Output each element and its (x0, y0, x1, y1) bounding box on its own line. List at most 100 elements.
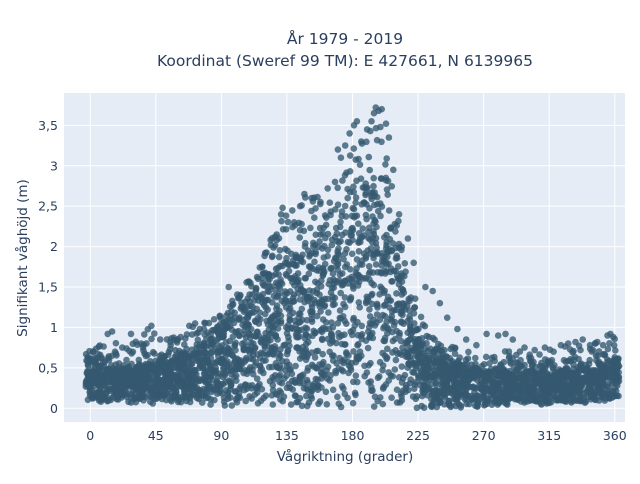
data-point (550, 348, 557, 356)
data-point (559, 395, 566, 403)
data-point (580, 378, 588, 385)
data-point (313, 364, 321, 372)
data-point (536, 362, 544, 370)
data-point (288, 250, 295, 258)
chart-title-line-2: Koordinat (Sweref 99 TM): E 427661, N 61… (157, 52, 533, 70)
data-point (384, 330, 391, 337)
data-point (296, 234, 304, 241)
data-point (380, 302, 388, 310)
y-tick-label: 0 (50, 401, 58, 416)
data-point (154, 371, 161, 379)
data-point (229, 301, 236, 309)
data-point (420, 404, 428, 412)
data-point (252, 287, 259, 295)
data-point (403, 381, 410, 389)
data-point (200, 385, 207, 393)
data-point (180, 383, 188, 391)
data-point (447, 403, 454, 411)
data-point (363, 215, 370, 223)
data-point (373, 311, 381, 318)
data-point (89, 355, 96, 363)
data-point (225, 377, 233, 385)
data-point (350, 348, 357, 355)
data-point (461, 375, 469, 382)
data-point (401, 260, 409, 267)
data-point (610, 342, 618, 349)
data-point (381, 287, 389, 295)
data-point (366, 306, 373, 313)
data-point (324, 246, 332, 254)
data-point (284, 347, 292, 354)
data-point (282, 212, 290, 219)
data-point (336, 223, 344, 231)
data-point (486, 360, 493, 367)
data-point (350, 145, 358, 152)
data-point (410, 310, 418, 317)
data-point (262, 357, 269, 364)
data-point (179, 370, 187, 378)
data-point (251, 345, 258, 352)
data-point (186, 322, 193, 330)
data-point (202, 319, 209, 327)
data-point (356, 161, 364, 168)
data-point (417, 313, 425, 321)
data-point (411, 304, 418, 312)
data-point (112, 374, 120, 381)
data-point (86, 373, 94, 381)
data-point (233, 355, 241, 363)
data-point (398, 351, 406, 359)
data-point (354, 282, 362, 289)
data-point (378, 257, 386, 265)
data-point (317, 308, 324, 315)
data-point (527, 354, 535, 362)
data-point (151, 395, 159, 403)
data-point (255, 332, 262, 340)
data-point (374, 207, 382, 215)
x-tick-labels: 0 45 90 135 180 225 270 315 360 (86, 428, 627, 443)
data-point (319, 272, 327, 280)
data-point (148, 335, 155, 343)
data-point (337, 218, 344, 226)
data-point (379, 400, 387, 408)
data-point (379, 366, 386, 374)
data-point (272, 265, 280, 273)
data-point (407, 322, 414, 329)
data-point (275, 253, 283, 261)
data-point (329, 324, 337, 331)
data-point (523, 369, 531, 376)
data-point (207, 331, 214, 338)
y-tick-label: 2 (50, 239, 58, 254)
data-point (326, 199, 334, 206)
data-point (370, 403, 378, 410)
data-point (324, 363, 332, 371)
data-point (521, 344, 528, 351)
data-point (158, 384, 165, 392)
data-point (285, 261, 292, 269)
data-point (276, 307, 283, 315)
chart-title-line-1: År 1979 - 2019 (287, 29, 403, 48)
data-point (191, 369, 199, 377)
data-point (289, 309, 297, 317)
data-point (370, 230, 378, 238)
x-tick-label: 360 (603, 428, 627, 443)
data-point (290, 219, 298, 226)
data-point (540, 394, 548, 402)
data-point (340, 281, 347, 289)
data-point (276, 362, 284, 369)
data-point (112, 339, 120, 347)
data-point (495, 379, 502, 386)
data-point (228, 316, 236, 324)
data-point (217, 382, 224, 390)
data-point (281, 288, 289, 295)
data-point (363, 138, 370, 146)
data-point (369, 387, 376, 394)
data-point (269, 374, 276, 381)
data-point (466, 400, 473, 408)
data-point (547, 386, 555, 394)
data-point (413, 393, 421, 400)
data-point (373, 193, 381, 201)
data-point (536, 351, 543, 358)
data-point (396, 399, 404, 406)
data-point (257, 349, 265, 357)
data-point (495, 395, 503, 402)
